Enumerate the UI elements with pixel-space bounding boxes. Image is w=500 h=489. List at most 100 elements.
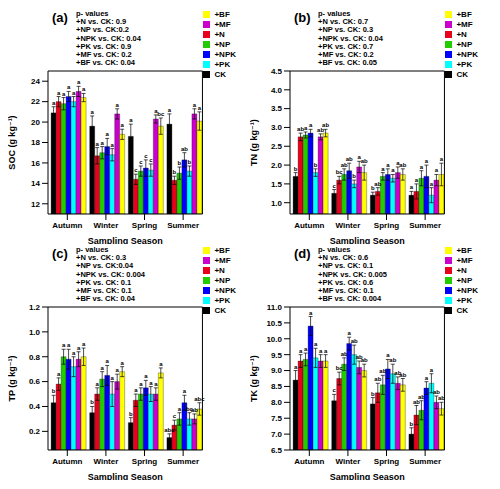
svg-text:Sampling Season: Sampling Season [330, 236, 405, 244]
svg-text:a: a [149, 380, 153, 386]
svg-text:Summer: Summer [409, 221, 441, 230]
svg-text:a: a [111, 375, 115, 381]
svg-text:a: a [116, 367, 120, 373]
svg-text:a: a [178, 406, 182, 412]
svg-text:18: 18 [31, 138, 40, 147]
svg-text:a: a [121, 122, 125, 128]
svg-text:c: c [144, 153, 148, 159]
svg-text:10.0: 10.0 [266, 335, 282, 344]
svg-text:a: a [324, 348, 328, 354]
svg-text:b: b [314, 162, 318, 168]
svg-text:ab: ab [418, 394, 425, 400]
svg-text:b: b [129, 411, 133, 417]
svg-text:a: a [96, 141, 100, 147]
svg-text:7.5: 7.5 [271, 414, 283, 423]
svg-text:a: a [319, 348, 323, 354]
svg-text:a: a [386, 162, 390, 168]
svg-text:SOC (g kg⁻¹): SOC (g kg⁻¹) [8, 115, 17, 169]
svg-text:a: a [420, 164, 424, 170]
svg-text:ab: ab [399, 372, 406, 378]
svg-text:c: c [173, 413, 177, 419]
svg-text:Winter: Winter [94, 221, 119, 230]
svg-text:a: a [299, 348, 303, 354]
svg-text:8.5: 8.5 [271, 382, 283, 391]
svg-text:a: a [121, 360, 125, 366]
svg-text:8.0: 8.0 [271, 398, 283, 407]
svg-text:a: a [57, 371, 61, 377]
svg-text:7.0: 7.0 [271, 430, 283, 439]
svg-text:3.0: 3.0 [271, 123, 283, 132]
svg-text:a: a [62, 91, 66, 97]
svg-text:a: a [425, 375, 429, 381]
svg-text:c: c [333, 183, 337, 189]
svg-text:Summer: Summer [167, 457, 199, 466]
svg-text:a: a [134, 387, 138, 393]
svg-text:Autumn: Autumn [52, 457, 82, 466]
svg-text:c: c [134, 167, 138, 173]
svg-text:a: a [435, 167, 439, 173]
svg-text:a: a [52, 100, 56, 106]
svg-text:0.4: 0.4 [29, 402, 41, 411]
svg-text:a: a [391, 167, 395, 173]
svg-text:a: a [67, 84, 71, 90]
svg-text:a: a [440, 156, 444, 162]
svg-text:1.0: 1.0 [271, 199, 283, 208]
svg-text:b: b [294, 166, 298, 172]
svg-text:a: a [183, 388, 187, 394]
svg-text:ab: ab [351, 338, 358, 344]
svg-text:ab: ab [341, 162, 348, 168]
svg-text:bc: bc [157, 111, 165, 117]
svg-text:abc: abc [194, 396, 205, 402]
svg-text:ab: ab [389, 357, 396, 363]
svg-text:a: a [425, 158, 429, 164]
svg-text:ab: ab [341, 351, 348, 357]
svg-text:ab: ab [374, 376, 381, 382]
svg-text:a: a [67, 342, 71, 348]
svg-text:TN (g kg⁻¹): TN (g kg⁻¹) [250, 119, 259, 166]
svg-text:0.8: 0.8 [29, 353, 41, 362]
svg-text:Summer: Summer [167, 221, 199, 230]
svg-text:a: a [72, 90, 76, 96]
svg-text:a: a [77, 79, 81, 85]
svg-text:a: a [101, 140, 105, 146]
svg-text:ab: ab [374, 181, 381, 187]
svg-text:b: b [410, 421, 414, 427]
svg-text:a: a [101, 365, 105, 371]
svg-text:b: b [90, 399, 94, 405]
svg-text:a: a [106, 131, 110, 137]
svg-text:b: b [52, 388, 56, 394]
svg-text:1.0: 1.0 [29, 328, 41, 337]
svg-text:Winter: Winter [336, 221, 361, 230]
svg-text:Sampling Season: Sampling Season [88, 472, 163, 480]
svg-text:Spring: Spring [374, 221, 399, 230]
svg-text:a: a [304, 125, 308, 131]
svg-text:1.5: 1.5 [271, 180, 283, 189]
svg-text:Sampling Season: Sampling Season [88, 236, 163, 244]
svg-text:bc: bc [336, 365, 344, 371]
svg-text:b: b [188, 159, 192, 165]
svg-text:b: b [371, 391, 375, 397]
svg-text:a: a [159, 361, 163, 367]
svg-text:a: a [106, 358, 110, 364]
svg-text:a: a [139, 381, 143, 387]
svg-text:ab: ab [379, 368, 386, 374]
svg-text:Winter: Winter [336, 457, 361, 466]
svg-text:a: a [82, 341, 86, 347]
svg-text:abc: abc [164, 427, 175, 433]
svg-text:10.5: 10.5 [266, 319, 282, 328]
svg-text:Spring: Spring [132, 457, 157, 466]
svg-text:a: a [154, 381, 158, 387]
svg-text:14: 14 [31, 179, 40, 188]
svg-text:ab: ab [361, 357, 368, 363]
svg-text:a: a [430, 367, 434, 373]
svg-text:a: a [309, 122, 313, 128]
svg-text:c: c [139, 159, 143, 165]
svg-text:Sampling Season: Sampling Season [330, 472, 405, 480]
svg-text:3.5: 3.5 [271, 104, 283, 113]
svg-text:c: c [333, 387, 337, 393]
svg-text:ab: ab [361, 158, 368, 164]
svg-text:Autumn: Autumn [294, 457, 324, 466]
svg-text:ab: ab [322, 122, 329, 128]
svg-text:ab: ab [438, 395, 445, 401]
svg-text:0.2: 0.2 [29, 427, 41, 436]
